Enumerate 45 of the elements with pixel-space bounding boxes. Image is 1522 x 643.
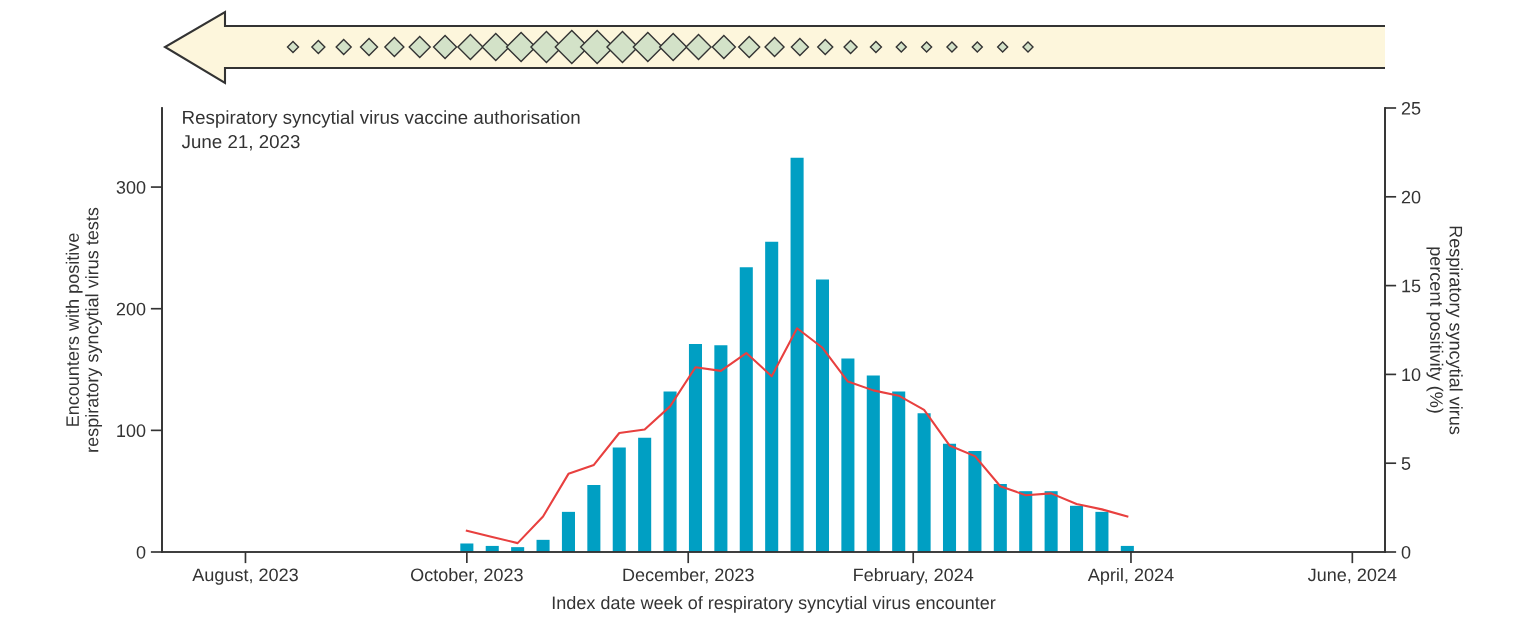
bar xyxy=(739,267,753,552)
bar xyxy=(638,437,652,552)
bar xyxy=(612,447,626,552)
y2-tick-label: 25 xyxy=(1401,101,1421,115)
x-tick-label: April, 2024 xyxy=(1087,567,1174,585)
x-tick-label: February, 2024 xyxy=(854,567,974,585)
bar xyxy=(866,375,880,552)
bar xyxy=(968,451,982,552)
bar xyxy=(993,483,1007,552)
x-axis-title: Index date week of respiratory syncytial virus encounter xyxy=(552,595,996,613)
y-tick-label: 0 xyxy=(136,545,146,559)
y2-tick-label: 15 xyxy=(1402,279,1421,293)
y2-axis-title: Respiratory syncytial virus percent positivity (%) xyxy=(1426,226,1463,435)
bar xyxy=(892,391,906,552)
y-axis-title: Encounters with positive respiratory syncytial virus tests xyxy=(65,207,103,452)
bar xyxy=(587,485,601,552)
y-tick-label: 100 xyxy=(117,424,146,438)
bar xyxy=(714,345,728,552)
bar xyxy=(1044,491,1058,552)
x-tick-label: June, 2024 xyxy=(1307,568,1397,584)
bar xyxy=(688,343,703,552)
annotation: Respiratory syncytial virus vaccine authorisation June 21, 2023 xyxy=(181,110,580,151)
bar xyxy=(917,413,931,552)
line-series xyxy=(465,327,1129,545)
bar xyxy=(561,511,575,552)
y-tick-label: 200 xyxy=(116,302,146,316)
bar xyxy=(790,157,804,552)
y2-tick-label: 20 xyxy=(1401,190,1421,204)
y2-tick-label: 5 xyxy=(1401,457,1411,470)
y-tick-label: 300 xyxy=(116,181,146,194)
y2-tick-label: 0 xyxy=(1401,545,1411,559)
bar xyxy=(1070,505,1084,552)
bar xyxy=(815,279,830,552)
x-tick-label: December, 2023 xyxy=(623,567,754,584)
bar xyxy=(1019,491,1033,552)
bar xyxy=(663,391,677,552)
x-tick-label: August, 2023 xyxy=(192,568,298,585)
y2-tick-label: 10 xyxy=(1402,368,1421,382)
bar xyxy=(942,443,957,552)
bar xyxy=(765,241,779,552)
x-tick-label: October, 2023 xyxy=(410,567,523,584)
bar xyxy=(460,543,474,552)
bar xyxy=(1095,511,1109,552)
bar xyxy=(841,358,855,552)
bar xyxy=(536,539,550,552)
